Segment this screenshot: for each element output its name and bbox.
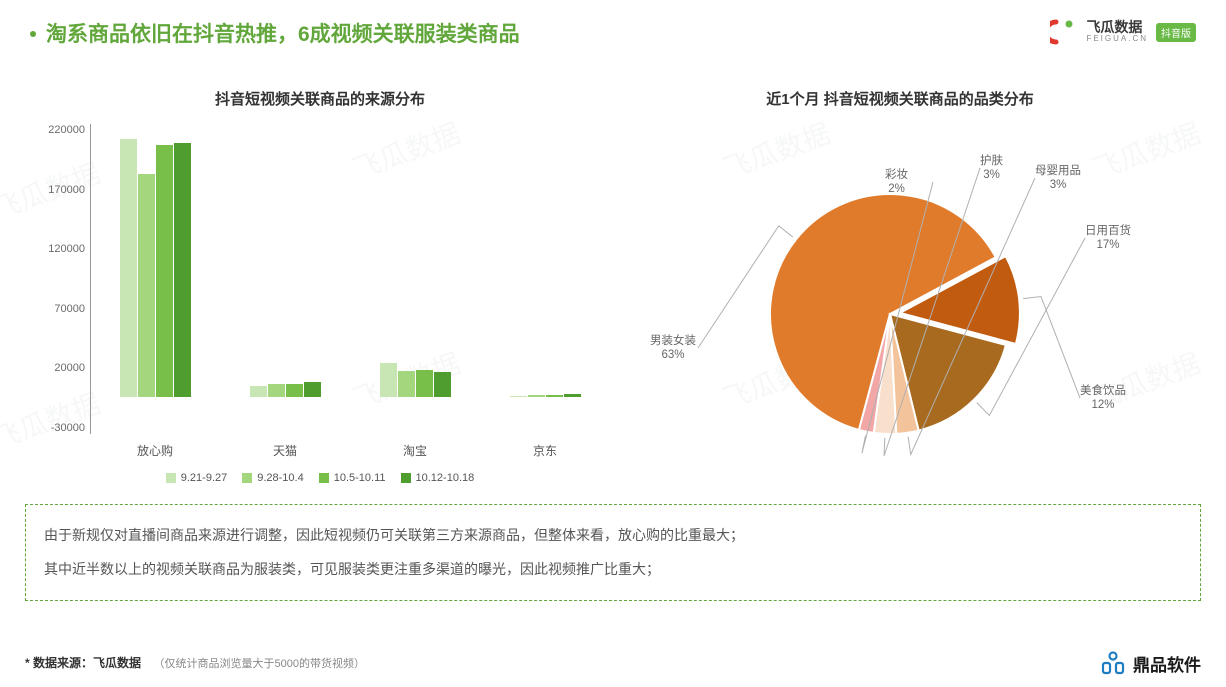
legend-swatch: [242, 473, 252, 483]
footer: * 数据来源：飞瓜数据 （仅统计商品浏览量大于5000的带货视频） 鼎品软件: [25, 649, 1201, 677]
bar: [564, 394, 581, 396]
bar: [156, 145, 173, 397]
bar-group: [104, 139, 208, 397]
legend-swatch: [166, 473, 176, 483]
y-tick: 220000: [30, 124, 85, 136]
y-tick: 70000: [30, 303, 85, 315]
note-line-2: 其中近半数以上的视频关联商品为服装类，可见服装类更注重多渠道的曝光，因此视频推广…: [44, 553, 1182, 587]
title-bullet-icon: [30, 31, 36, 37]
legend-item: 10.12-10.18: [401, 472, 475, 484]
legend-item: 9.28-10.4: [242, 472, 303, 484]
legend-label: 10.12-10.18: [416, 472, 475, 484]
bar: [546, 395, 563, 397]
source-note: （仅统计商品浏览量大于5000的带货视频）: [153, 658, 364, 670]
pie-slice-label: 美食饮品12%: [1080, 384, 1126, 413]
dingpin-logo-icon: [1099, 649, 1127, 677]
source-label: * 数据来源：飞瓜数据: [25, 656, 141, 670]
y-tick: 20000: [30, 362, 85, 374]
bar: [528, 395, 545, 396]
x-label: 天猫: [233, 442, 337, 459]
bar: [434, 372, 451, 397]
bar: [416, 370, 433, 397]
pie-slice-label: 彩妆2%: [885, 168, 908, 197]
footer-company-name: 鼎品软件: [1133, 651, 1201, 676]
legend-label: 10.5-10.11: [334, 472, 386, 484]
bar-chart: 220000 170000 120000 70000 20000 -30000 放心购 天猫…: [30, 124, 610, 464]
x-label: 京东: [493, 442, 597, 459]
bar: [268, 384, 285, 396]
bar: [174, 143, 191, 397]
logo-name: 飞瓜数据: [1086, 20, 1148, 35]
note-line-1: 由于新规仅对直播间商品来源进行调整，因此短视频仍可关联第三方来源商品，但整体来看…: [44, 519, 1182, 553]
title-wrap: 淘系商品依旧在抖音热推，6成视频关联服装类商品: [30, 18, 520, 48]
feigua-logo-icon: [1050, 18, 1078, 46]
logo-text: 飞瓜数据 FEIGUA.CN: [1086, 20, 1148, 44]
bar-group: [234, 382, 338, 397]
legend-item: 9.21-9.27: [166, 472, 227, 484]
notes-box: 由于新规仅对直播间商品来源进行调整，因此短视频仍可关联第三方来源商品，但整体来看…: [25, 504, 1201, 601]
y-tick: -30000: [30, 422, 85, 434]
header: 淘系商品依旧在抖音热推，6成视频关联服装类商品 飞瓜数据 FEIGUA.CN 抖…: [0, 0, 1226, 48]
legend-item: 10.5-10.11: [319, 472, 386, 484]
bar-group: [493, 394, 597, 396]
source-line: * 数据来源：飞瓜数据 （仅统计商品浏览量大于5000的带货视频）: [25, 654, 365, 672]
logo-sub: FEIGUA.CN: [1086, 35, 1148, 44]
bar-x-labels: 放心购 天猫 淘宝 京东: [90, 442, 610, 459]
pie-chart-panel: 近1个月 抖音短视频关联商品的品类分布 男装女装63% 美食饮品12% 日用百货17…: [630, 88, 1170, 484]
x-label: 放心购: [103, 442, 207, 459]
pie-slice-label: 日用百货17%: [1085, 224, 1131, 253]
bar: [120, 139, 137, 397]
pie-slice-label: 护肤3%: [980, 154, 1003, 183]
y-tick: 120000: [30, 243, 85, 255]
legend-swatch: [319, 473, 329, 483]
bar: [304, 382, 321, 397]
pie-chart-title: 近1个月 抖音短视频关联商品的品类分布: [630, 88, 1170, 109]
pie-chart: 男装女装63% 美食饮品12% 日用百货17% 母婴用品3% 护肤3% 彩妆2%: [630, 124, 1170, 464]
bar-plot-inner: [91, 124, 610, 434]
bar-legend: 9.21-9.27 9.28-10.4 10.5-10.11 10.12-10.18: [30, 472, 610, 484]
footer-company-logo: 鼎品软件: [1099, 649, 1201, 677]
legend-label: 9.28-10.4: [257, 472, 303, 484]
page-title: 淘系商品依旧在抖音热推，6成视频关联服装类商品: [46, 18, 520, 48]
pie-slice-label: 男装女装63%: [650, 334, 696, 363]
legend-label: 9.21-9.27: [181, 472, 227, 484]
bar: [510, 396, 527, 397]
bar: [138, 174, 155, 397]
bar-group: [363, 363, 467, 396]
bar: [398, 371, 415, 397]
y-tick: 170000: [30, 184, 85, 196]
bar-chart-title: 抖音短视频关联商品的来源分布: [30, 88, 610, 109]
bar: [380, 363, 397, 396]
bar: [250, 386, 267, 397]
bar-y-axis: 220000 170000 120000 70000 20000 -30000: [30, 124, 85, 434]
pie-leader-line: [1023, 297, 1080, 398]
brand-logo: 飞瓜数据 FEIGUA.CN 抖音版: [1050, 18, 1196, 46]
bar-chart-panel: 抖音短视频关联商品的来源分布 220000 170000 120000 70000 20…: [30, 88, 610, 484]
logo-badge: 抖音版: [1156, 23, 1196, 42]
charts-row: 抖音短视频关联商品的来源分布 220000 170000 120000 70000 20…: [0, 48, 1226, 484]
pie-slice-label: 母婴用品3%: [1035, 164, 1081, 193]
x-label: 淘宝: [363, 442, 467, 459]
legend-swatch: [401, 473, 411, 483]
bar-plot-area: [90, 124, 610, 434]
bar: [286, 384, 303, 396]
